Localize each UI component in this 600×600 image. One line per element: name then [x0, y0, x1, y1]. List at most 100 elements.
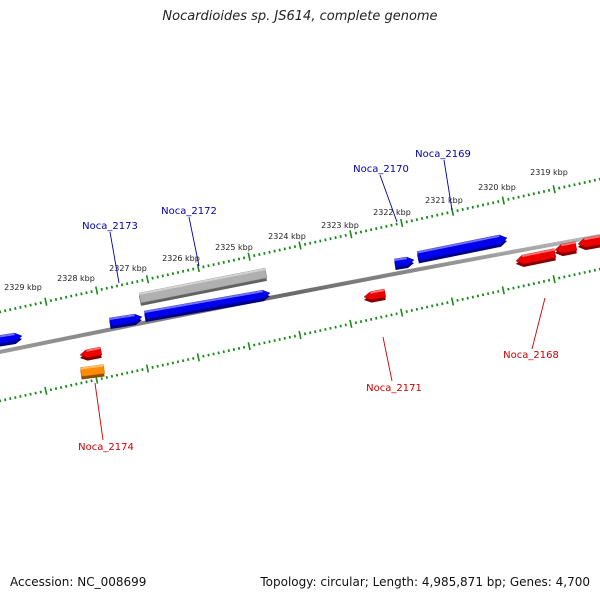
- inner-minor-tick: [151, 365, 154, 369]
- inner-minor-tick: [425, 305, 429, 309]
- inner-minor-tick: [593, 268, 596, 272]
- gene-block-reverse-2[interactable]: [554, 241, 578, 257]
- outer-minor-tick: [202, 265, 205, 269]
- outer-minor-tick: [364, 229, 368, 233]
- outer-minor-tick: [568, 184, 571, 188]
- leader-noca-2172: [188, 216, 200, 267]
- inner-minor-tick: [75, 382, 78, 386]
- outer-minor-tick: [115, 284, 119, 288]
- inner-minor-tick: [507, 287, 510, 291]
- gene-label-noca-2173[interactable]: Noca_2173: [82, 221, 138, 232]
- inner-minor-tick: [497, 289, 500, 293]
- outer-minor-tick: [471, 205, 474, 209]
- outer-minor-tick: [70, 294, 73, 298]
- outer-minor-tick: [263, 251, 266, 255]
- outer-minor-tick: [242, 256, 246, 260]
- inner-minor-tick: [410, 308, 413, 312]
- outer-minor-tick: [441, 212, 444, 216]
- gene-block-noca-2169[interactable]: [416, 234, 508, 264]
- outer-minor-tick: [24, 304, 27, 308]
- inner-minor-tick: [532, 282, 535, 286]
- outer-minor-tick: [166, 273, 169, 277]
- inner-major-tick: [400, 308, 404, 317]
- outer-minor-tick: [288, 246, 291, 250]
- outer-minor-tick: [19, 305, 22, 309]
- outer-minor-tick: [415, 218, 419, 222]
- gene-block-reverse-3[interactable]: [577, 234, 600, 251]
- gene-block-noca-2170[interactable]: [394, 256, 415, 270]
- outer-minor-tick: [466, 206, 469, 210]
- label-leaders: [94, 159, 546, 441]
- inner-minor-tick: [59, 386, 63, 389]
- outer-minor-tick: [517, 195, 520, 199]
- inner-minor-tick: [364, 319, 368, 322]
- inner-minor-tick: [471, 295, 474, 299]
- outer-minor-tick: [425, 215, 429, 219]
- gene-label-noca-2169[interactable]: Noca_2169: [415, 149, 471, 160]
- inner-minor-tick: [542, 279, 546, 283]
- inner-minor-tick: [258, 342, 261, 346]
- gene-block-noca-2168-highlight: [521, 248, 555, 258]
- inner-minor-tick: [578, 272, 581, 276]
- scale-label-2323: 2323 kbp: [321, 221, 359, 230]
- outer-minor-tick: [59, 296, 63, 300]
- inner-minor-tick: [486, 292, 490, 296]
- gene-block-noca-2171[interactable]: [363, 288, 387, 303]
- inner-minor-tick: [329, 326, 332, 330]
- inner-minor-tick: [273, 339, 276, 343]
- outer-major-tick: [298, 241, 302, 250]
- inner-minor-tick: [415, 307, 419, 311]
- gene-label-noca-2174[interactable]: Noca_2174: [78, 442, 134, 453]
- inner-minor-tick: [334, 325, 337, 329]
- gene-block-forward-1[interactable]: [0, 332, 23, 348]
- inner-minor-tick: [370, 317, 373, 321]
- gene-block-noca-2172[interactable]: [144, 290, 271, 322]
- outer-minor-tick: [268, 250, 271, 254]
- inner-minor-tick: [476, 294, 480, 298]
- outer-minor-tick: [436, 213, 439, 217]
- inner-minor-tick: [237, 346, 241, 350]
- outer-minor-tick: [339, 235, 342, 238]
- inner-minor-tick: [583, 271, 586, 274]
- gene-block-selected[interactable]: [80, 364, 105, 380]
- outer-minor-tick: [161, 274, 164, 278]
- outer-minor-tick: [431, 214, 434, 218]
- inner-minor-tick: [268, 340, 271, 344]
- inner-major-tick: [44, 386, 48, 395]
- gene-block-pseudo[interactable]: [138, 267, 268, 306]
- outer-minor-tick: [100, 287, 103, 291]
- gene-block-noca-2168[interactable]: [515, 248, 557, 268]
- outer-major-tick: [196, 263, 200, 273]
- outer-minor-tick: [303, 242, 307, 246]
- inner-minor-tick: [314, 330, 317, 334]
- gene-label-noca-2170[interactable]: Noca_2170: [353, 164, 409, 175]
- inner-minor-tick: [110, 374, 114, 378]
- outer-minor-tick: [278, 248, 281, 252]
- inner-minor-tick: [181, 359, 185, 363]
- outer-minor-tick: [558, 186, 561, 190]
- outer-minor-tick: [273, 249, 276, 253]
- inner-major-tick: [145, 364, 150, 373]
- leader-noca-2169: [443, 159, 453, 211]
- outer-minor-tick: [54, 298, 58, 301]
- gene-block-forward-1-highlight: [0, 333, 15, 338]
- gene-block-noca-2174[interactable]: [79, 346, 103, 361]
- outer-minor-tick: [187, 268, 190, 272]
- leader-noca-2168: [531, 297, 546, 350]
- gene-label-noca-2172[interactable]: Noca_2172: [161, 206, 217, 217]
- gene-label-noca-2168[interactable]: Noca_2168: [503, 350, 559, 361]
- inner-minor-tick: [192, 356, 195, 360]
- inner-minor-tick: [547, 278, 551, 282]
- inner-major-tick: [247, 342, 251, 351]
- gene-block-pseudo-highlight: [139, 268, 266, 296]
- outer-minor-tick: [446, 211, 449, 215]
- outer-minor-tick: [324, 238, 327, 242]
- outer-minor-tick: [359, 230, 363, 234]
- genome-title: Nocardioides sp. JS614, complete genome: [162, 9, 438, 24]
- gene-block-forward-2[interactable]: [109, 313, 143, 329]
- inner-minor-tick: [492, 291, 495, 295]
- gene-label-noca-2171[interactable]: Noca_2171: [366, 383, 422, 394]
- outer-minor-tick: [456, 209, 459, 213]
- inner-minor-tick: [227, 349, 230, 353]
- inner-major-tick: [552, 275, 556, 284]
